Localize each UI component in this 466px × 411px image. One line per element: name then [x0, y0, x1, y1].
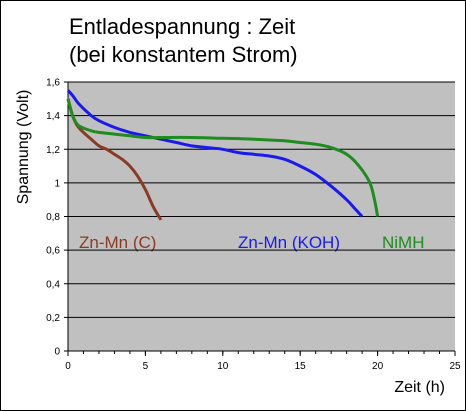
- y-tick-label: 1,6: [46, 78, 60, 89]
- x-tick-label: 25: [449, 361, 461, 372]
- chart-subtitle: (bei konstantem Strom): [69, 42, 298, 67]
- series-label-zn-mn-c: Zn-Mn (C): [79, 233, 156, 252]
- x-tick-label: 0: [65, 361, 71, 372]
- y-tick-label: 0,4: [46, 279, 60, 290]
- y-axis-label: Spannung (Volt): [15, 90, 32, 205]
- x-tick-label: 15: [295, 361, 307, 372]
- chart-title: Entladespannung : Zeit: [69, 14, 295, 39]
- x-tick-label: 20: [372, 361, 384, 372]
- x-tick-label: 10: [217, 361, 229, 372]
- x-tick-label: 5: [143, 361, 149, 372]
- series-line-1: [66, 89, 364, 218]
- y-tick-label: 0,2: [46, 313, 60, 324]
- x-axis-label: Zeit (h): [394, 379, 445, 396]
- series-label-nimh: NiMH: [382, 233, 425, 252]
- y-tick-label: 0,8: [46, 212, 60, 223]
- y-tick-label: 1,4: [46, 111, 60, 122]
- y-tick-label: 0: [54, 347, 60, 358]
- y-tick-label: 1,2: [46, 145, 60, 156]
- series-line-2: [66, 98, 380, 217]
- y-tick-label: 0,6: [46, 246, 60, 257]
- y-tick-label: 1: [54, 178, 60, 189]
- series-label-zn-mn-koh: Zn-Mn (KOH): [238, 233, 340, 252]
